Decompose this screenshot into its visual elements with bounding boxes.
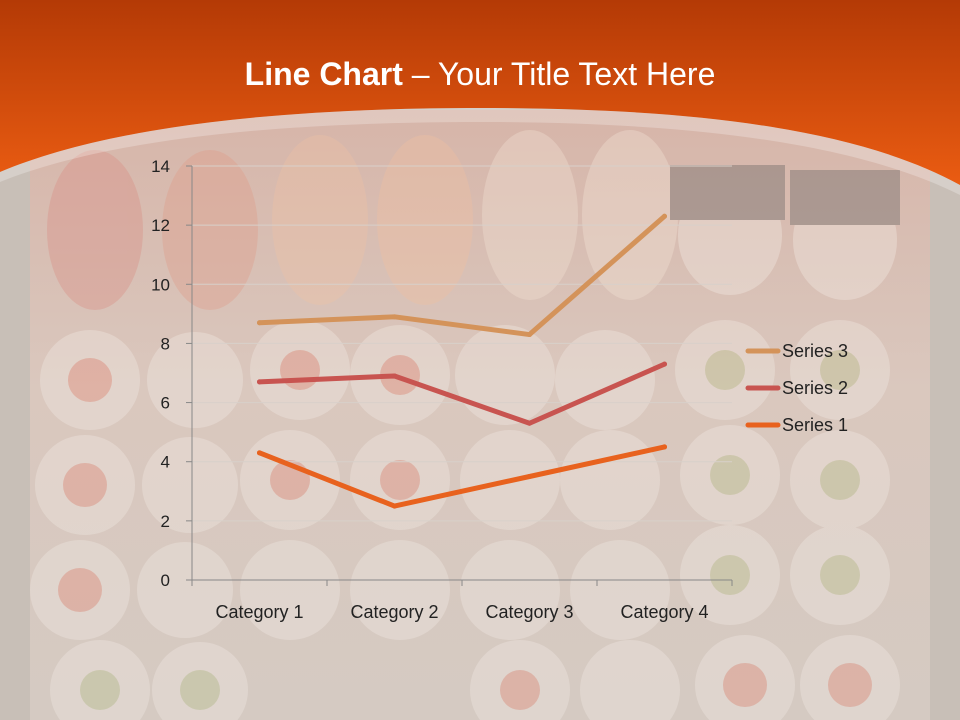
y-tick-label: 0 [161, 571, 170, 590]
legend-label: Series 1 [782, 415, 848, 435]
legend-label: Series 2 [782, 378, 848, 398]
title-rest: – Your Title Text Here [402, 56, 716, 92]
data-point-s2-c4 [662, 361, 667, 367]
data-point-s1-c1 [257, 450, 262, 456]
data-point-s3-c3 [527, 332, 532, 338]
data-point-s2-c2 [392, 373, 397, 379]
y-tick-label: 4 [161, 453, 170, 472]
y-tick-label: 12 [151, 216, 170, 235]
series-lines [257, 213, 667, 509]
data-point-s1-c2 [392, 503, 397, 509]
y-tick-label: 8 [161, 334, 170, 353]
y-axis-tick-labels: 0 2 4 6 8 10 12 14 [151, 157, 170, 590]
axes [186, 165, 733, 586]
x-axis-tick-labels: Category 1 Category 2 Category 3 Category 4 [215, 602, 708, 622]
data-point-s2-c3 [527, 420, 532, 426]
x-tick-label: Category 3 [485, 602, 573, 622]
data-point-s3-c1 [257, 320, 262, 326]
series-line-2 [257, 361, 667, 426]
data-point-s2-c1 [257, 379, 262, 385]
title-bold: Line Chart [244, 56, 403, 92]
slide-title: Line Chart – Your Title Text Here [0, 52, 960, 96]
series-line-1 [257, 444, 667, 509]
x-tick-label: Category 4 [620, 602, 708, 622]
data-point-s3-c2 [392, 314, 397, 320]
sushi-photo-texture [30, 130, 900, 720]
y-tick-label: 2 [161, 512, 170, 531]
legend: Series 3 Series 2 Series 1 [745, 341, 848, 435]
header-highlight [0, 108, 960, 195]
data-point-s1-c3 [527, 474, 532, 479]
legend-label: Series 3 [782, 341, 848, 361]
y-tick-label: 14 [151, 157, 170, 176]
y-tick-label: 10 [151, 275, 170, 294]
x-tick-label: Category 1 [215, 602, 303, 622]
data-point-s1-c4 [662, 444, 667, 450]
y-tick-label: 6 [161, 394, 170, 413]
series-line-3 [257, 213, 667, 338]
header-band [0, 0, 960, 185]
data-point-s3-c4 [662, 213, 667, 219]
x-tick-label: Category 2 [350, 602, 438, 622]
